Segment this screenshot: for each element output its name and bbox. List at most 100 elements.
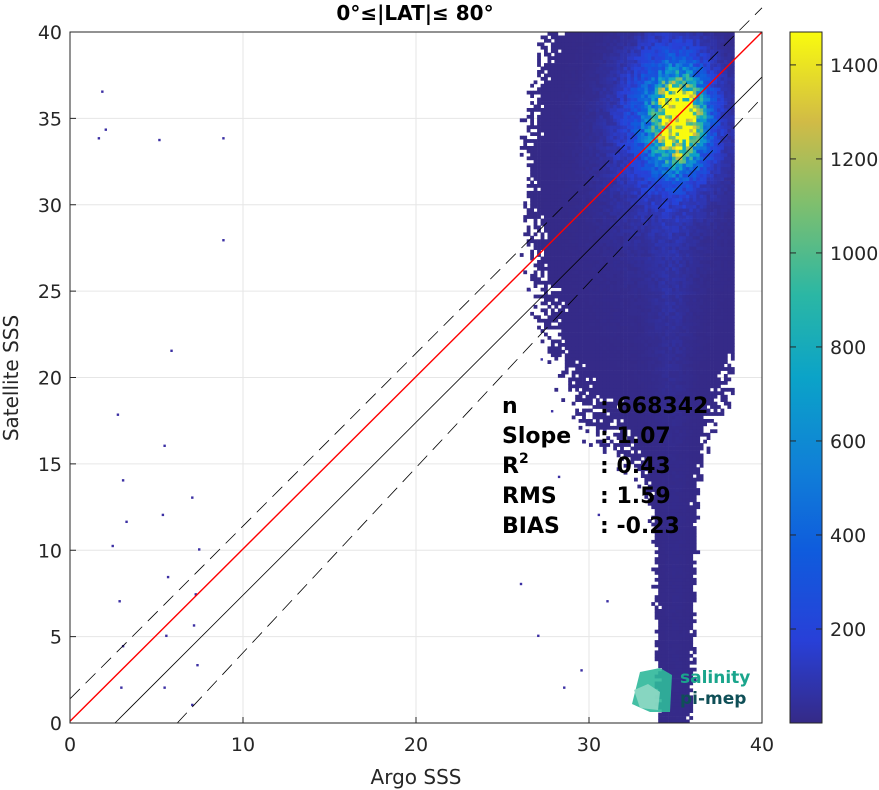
density-cell — [640, 242, 645, 247]
density-cell — [661, 519, 666, 523]
density-cell — [530, 208, 534, 212]
density-cell — [654, 481, 659, 485]
density-cell — [582, 132, 586, 136]
density-cell — [609, 387, 614, 392]
density-cell — [630, 114, 635, 119]
density-cell — [644, 450, 649, 454]
density-cell — [571, 343, 576, 347]
density-cell — [665, 550, 669, 555]
density-cell — [578, 90, 583, 95]
density-cell — [637, 370, 642, 375]
density-cell — [575, 232, 579, 237]
density-cell — [665, 598, 669, 603]
density-cell — [634, 104, 638, 109]
density-cell — [658, 260, 662, 264]
density-cell — [564, 121, 569, 126]
density-cell — [661, 391, 666, 396]
density-cell — [661, 508, 666, 513]
density-cell — [595, 97, 600, 102]
density-cell — [647, 308, 652, 313]
density-cell — [651, 146, 656, 150]
density-cell — [634, 339, 638, 344]
density-cell — [668, 457, 673, 461]
density-cell — [599, 346, 604, 351]
density-cell — [564, 253, 569, 257]
density-cell — [640, 49, 645, 54]
density-cell — [571, 45, 576, 50]
density-cell — [595, 135, 600, 140]
density-cell — [644, 132, 649, 136]
density-cell — [568, 235, 572, 240]
density-cell — [658, 66, 662, 71]
density-cell — [668, 467, 673, 472]
density-cell — [571, 114, 576, 119]
density-cell — [665, 66, 669, 71]
density-cell — [623, 443, 628, 447]
density-cell — [602, 374, 607, 378]
density-cell — [547, 108, 552, 112]
density-cell — [571, 73, 576, 78]
density-cell — [561, 56, 566, 60]
density-cell — [595, 343, 600, 347]
density-cell — [637, 346, 642, 351]
density-cell — [616, 222, 621, 226]
density-cell — [571, 242, 576, 247]
density-cell — [634, 228, 638, 233]
density-cell — [616, 104, 621, 109]
density-cell — [647, 457, 652, 461]
density-cell — [637, 45, 642, 50]
density-cell — [654, 501, 659, 506]
density-cell — [599, 280, 604, 285]
density-cell — [561, 294, 566, 299]
density-cell — [589, 87, 593, 92]
density-cell — [627, 204, 631, 209]
density-cell — [668, 498, 673, 503]
density-cell — [606, 208, 611, 212]
density-cell — [672, 249, 676, 254]
density-cell — [647, 42, 652, 47]
density-cell — [606, 118, 611, 123]
density-cell — [672, 114, 676, 119]
density-cell — [571, 318, 576, 323]
density-cell — [654, 615, 659, 620]
density-cell — [554, 177, 559, 181]
density-cell — [665, 246, 669, 250]
density-cell — [654, 640, 659, 644]
density-cell — [585, 387, 590, 392]
density-cell — [627, 222, 631, 226]
density-cell — [654, 284, 659, 288]
density-cell — [609, 190, 614, 195]
density-cell — [602, 52, 607, 57]
density-cell — [668, 387, 673, 392]
density-cell — [606, 121, 611, 126]
density-cell — [640, 287, 645, 292]
density-cell — [575, 315, 579, 320]
density-cell — [658, 163, 662, 168]
density-cell — [627, 311, 631, 316]
density-cell — [640, 52, 645, 57]
density-cell — [668, 495, 673, 499]
density-cell — [637, 83, 642, 88]
density-cell — [651, 249, 656, 254]
density-cell — [630, 76, 635, 81]
density-cell — [592, 66, 597, 71]
density-cell — [640, 101, 645, 105]
density-cell — [644, 336, 649, 340]
density-cell — [609, 70, 614, 74]
density-cell — [651, 201, 656, 206]
density-cell — [585, 360, 590, 364]
density-cell — [637, 218, 642, 223]
density-cell — [585, 349, 590, 354]
density-cell — [672, 678, 676, 682]
density-cell — [592, 104, 597, 109]
density-cell — [654, 249, 659, 254]
density-cell — [668, 460, 673, 465]
density-cell — [599, 370, 604, 375]
density-cell — [609, 384, 614, 389]
density-cell — [550, 166, 555, 171]
density-cell — [609, 318, 614, 323]
density-cell — [537, 146, 541, 150]
density-cell — [578, 280, 583, 285]
density-cell — [554, 101, 559, 105]
density-cell — [640, 142, 645, 147]
